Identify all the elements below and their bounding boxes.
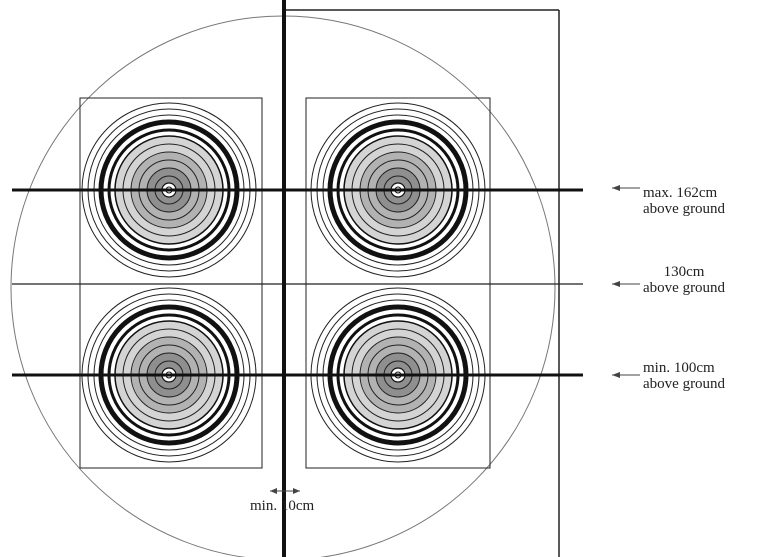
mid-height-suffix: above ground	[643, 280, 726, 296]
min-gap-label: min. 10cm	[250, 498, 315, 514]
min-height-suffix: above ground	[643, 376, 726, 392]
max-height-annotation: max. 162cm above ground	[643, 185, 725, 217]
min-gap-arrow	[270, 488, 300, 494]
mid-height-annotation: 130cm above ground	[643, 264, 725, 296]
arrow-max-height	[612, 185, 640, 191]
arrow-min-height	[612, 372, 640, 378]
min-height-value: min. 100cm	[643, 360, 715, 376]
arrow-mid-height	[612, 281, 640, 287]
max-height-value: max. 162cm	[643, 185, 718, 201]
max-height-suffix: above ground	[643, 201, 726, 217]
min-height-annotation: min. 100cm above ground	[643, 360, 725, 392]
mid-height-value: 130cm	[663, 264, 705, 280]
target-bottom-left	[81, 287, 257, 463]
